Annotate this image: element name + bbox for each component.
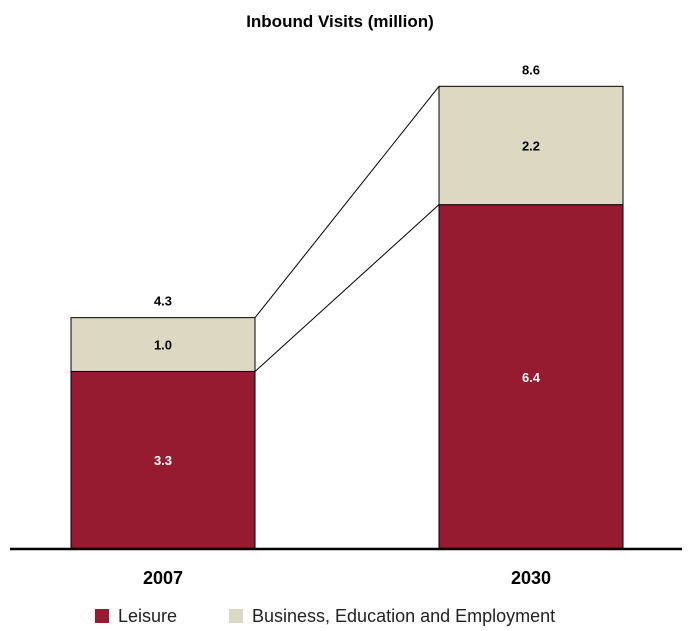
total-label-2007: 4.3 [154,294,172,309]
legend-business-swatch [229,609,243,623]
connector-line-leisure [254,204,440,372]
category-label-2007: 2007 [143,568,183,588]
category-labels: 2007 2030 [143,568,551,588]
segment-label-2030-leisure: 6.4 [522,370,541,385]
legend-business-label: Business, Education and Employment [252,606,555,626]
chart-title: Inbound Visits (million) [246,12,434,31]
connector-line-total [254,86,440,318]
segment-label-2030-business: 2.2 [522,139,540,154]
bar-2007-leisure [70,370,256,550]
segment-label-2007-leisure: 3.3 [154,453,172,468]
total-label-2030: 8.6 [522,62,540,77]
connector-lines [254,86,440,372]
legend-leisure-swatch [95,609,109,623]
legend-leisure-label: Leisure [118,606,177,626]
data-labels: 3.3 1.0 4.3 6.4 2.2 8.6 [154,62,541,468]
bars [70,85,624,550]
segment-label-2007-business: 1.0 [154,338,172,353]
category-label-2030: 2030 [511,568,551,588]
bar-2007-business [70,317,256,372]
bar-2030-business [438,85,624,206]
legend: Leisure Business, Education and Employmen… [95,606,555,626]
